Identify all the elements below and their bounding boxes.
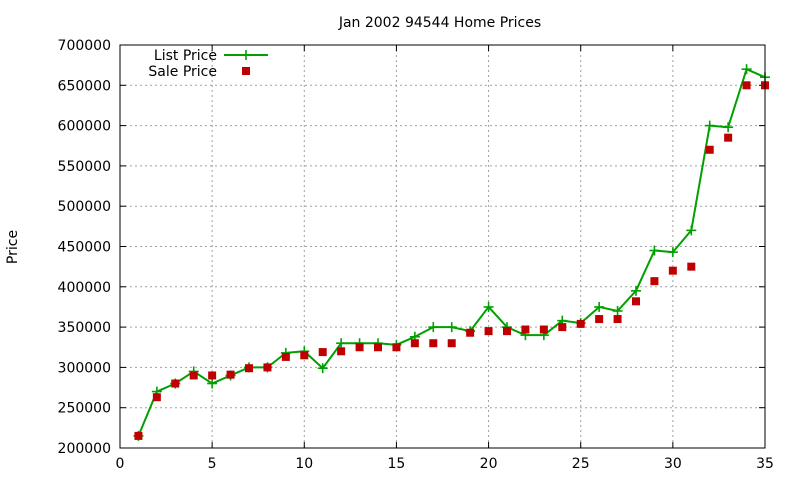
data-point: [503, 327, 511, 336]
data-point: [337, 347, 346, 356]
y-tick-label: 200000: [58, 441, 111, 457]
x-tick-label: 0: [116, 456, 125, 472]
data-point: [649, 245, 660, 256]
data-point: [668, 266, 677, 275]
y-tick-label: 300000: [58, 360, 111, 376]
data-point: [245, 364, 253, 373]
data-point: [207, 378, 218, 389]
data-point: [521, 325, 530, 334]
legend-marker-list-price: [241, 50, 251, 60]
data-point: [723, 122, 734, 133]
plot-frame: [119, 44, 766, 449]
data-point: [705, 145, 714, 154]
series-sale-price: [134, 81, 769, 440]
data-point: [189, 371, 198, 380]
data-point: [134, 431, 143, 440]
data-point: [208, 371, 217, 380]
y-tick-label: 550000: [58, 159, 111, 175]
data-point: [483, 301, 494, 312]
data-point: [152, 393, 161, 402]
data-point: [392, 343, 401, 352]
data-point: [594, 301, 605, 312]
data-point: [742, 81, 751, 90]
data-point: [704, 120, 715, 131]
legend-marker-sale-price: [242, 67, 250, 75]
y-tick-label: 450000: [58, 240, 111, 256]
data-point: [429, 339, 438, 348]
data-point: [318, 348, 327, 357]
data-point: [466, 328, 475, 337]
data-point: [281, 352, 290, 361]
chart-title: Jan 2002 94544 Home Prices: [338, 15, 541, 31]
data-point: [446, 322, 457, 333]
ticks: 0 5 10 15 20 25 30 35 200000 250000 300000 350000 40…: [58, 38, 774, 472]
series-layer: [133, 64, 770, 441]
data-point: [539, 325, 548, 334]
data-point: [558, 323, 567, 332]
data-point: [612, 305, 623, 316]
data-point: [484, 327, 493, 336]
data-point: [613, 315, 622, 324]
data-point: [226, 370, 235, 379]
data-point: [650, 277, 659, 286]
grid: [120, 45, 765, 448]
data-point: [317, 363, 328, 374]
data-point: [631, 285, 641, 296]
data-point: [576, 319, 585, 328]
data-point: [374, 343, 382, 352]
y-tick-label: 600000: [58, 119, 111, 135]
x-tick-label: 35: [756, 456, 774, 472]
x-tick-label: 30: [664, 456, 682, 472]
series-list-price: [133, 64, 770, 441]
data-point: [410, 339, 419, 348]
data-point: [428, 322, 439, 333]
legend: List Price Sale Price: [148, 48, 268, 80]
x-tick-label: 20: [480, 456, 498, 472]
y-tick-label: 700000: [58, 38, 111, 54]
data-point: [300, 351, 309, 360]
data-point: [632, 297, 640, 306]
y-tick-label: 500000: [58, 199, 111, 215]
data-point: [687, 262, 696, 271]
x-tick-label: 10: [295, 456, 313, 472]
y-tick-label: 350000: [58, 320, 111, 336]
x-tick-label: 25: [572, 456, 590, 472]
data-point: [447, 339, 456, 348]
y-tick-label: 650000: [58, 78, 111, 94]
data-point: [336, 338, 347, 349]
legend-label-sale-price: Sale Price: [148, 64, 217, 80]
data-point: [171, 379, 180, 388]
data-point: [667, 247, 678, 258]
data-point: [595, 315, 604, 324]
y-tick-label: 400000: [58, 280, 111, 296]
y-axis-label: Price: [5, 230, 21, 264]
legend-label-list-price: List Price: [154, 48, 217, 64]
data-point: [741, 64, 752, 75]
y-tick-label: 250000: [58, 401, 111, 417]
data-point: [263, 363, 272, 372]
x-tick-label: 15: [388, 456, 406, 472]
data-point: [686, 225, 697, 236]
data-point: [355, 343, 364, 352]
x-tick-label: 5: [208, 456, 217, 472]
data-point: [724, 133, 733, 142]
